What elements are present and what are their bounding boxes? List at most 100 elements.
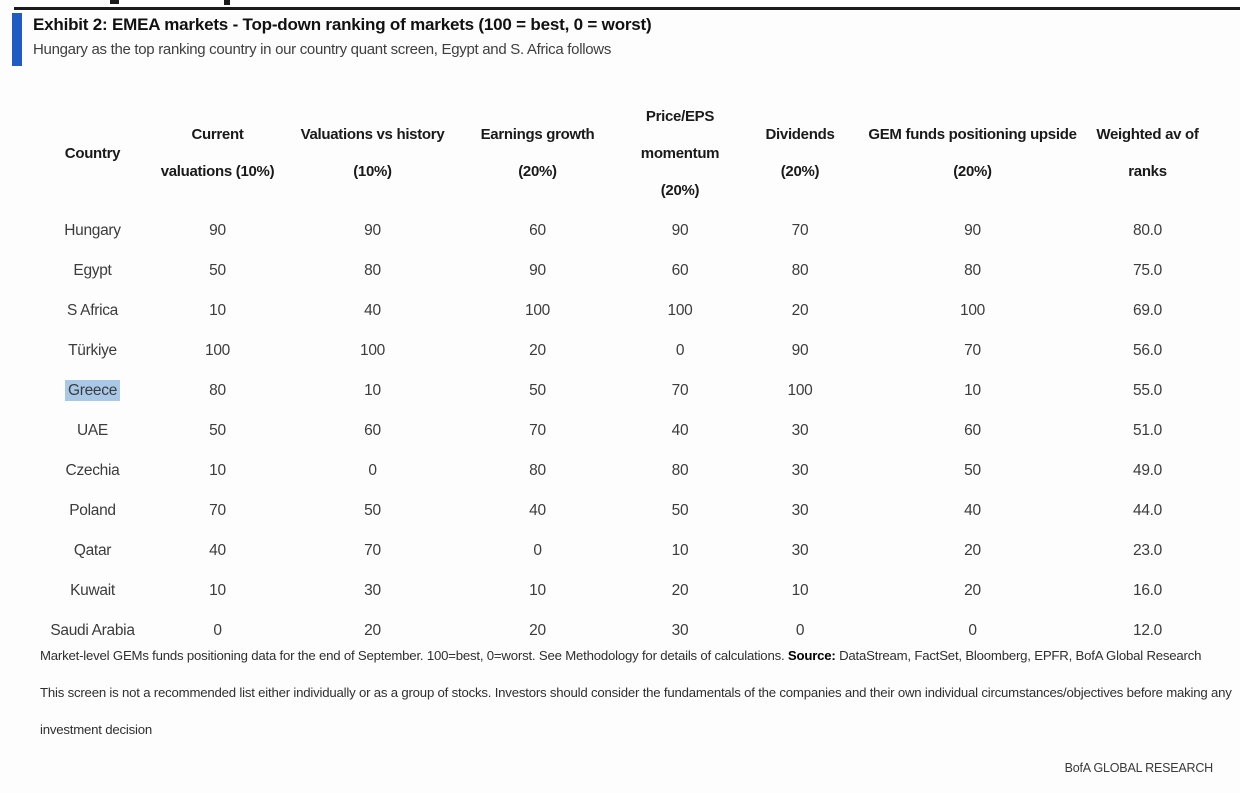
- score-cell: 70: [964, 342, 981, 359]
- column-header-valuations-vs-history: Valuations vs history (10%): [300, 126, 445, 180]
- score-cell: 80: [364, 262, 381, 279]
- country-cell: Qatar: [40, 531, 145, 571]
- score-cell: 50: [529, 382, 546, 399]
- score-cell: 20: [529, 342, 546, 359]
- score-cell: 10: [671, 542, 689, 559]
- score-cell: 50: [209, 422, 226, 439]
- country-cell: Czechia: [40, 451, 145, 491]
- score-cell: 30: [671, 622, 689, 639]
- score-cell: 30: [791, 462, 809, 479]
- score-cell: 50: [364, 502, 381, 519]
- country-label-selected[interactable]: Greece: [64, 380, 121, 401]
- weighted-avg-cell: 75.0: [1133, 262, 1162, 279]
- weighted-avg-cell: 56.0: [1133, 342, 1162, 359]
- score-cell: 80: [529, 462, 546, 479]
- country-label: Kuwait: [70, 582, 115, 599]
- top-divider: [14, 7, 1240, 10]
- country-cell: Egypt: [40, 251, 145, 291]
- brand-footer: BofA GLOBAL RESEARCH: [1064, 761, 1214, 775]
- score-cell: 100: [525, 302, 550, 319]
- score-cell: 60: [671, 262, 689, 279]
- score-cell: 50: [209, 262, 226, 279]
- table-row-kuwait: Kuwait 10 30 10 20 10 20 16.0: [40, 571, 1210, 611]
- score-cell: 50: [964, 462, 981, 479]
- score-cell: 40: [364, 302, 381, 319]
- score-cell: 0: [968, 622, 977, 639]
- score-cell: 70: [209, 502, 226, 519]
- score-cell: 90: [364, 222, 381, 239]
- score-cell: 10: [529, 582, 546, 599]
- column-header-gem-funds-positioning-upside: GEM funds positioning upside (20%): [868, 126, 1077, 180]
- table-row-czechia: Czechia 10 0 80 80 30 50 49.0: [40, 451, 1210, 491]
- column-header-country: Country: [64, 144, 121, 162]
- score-cell: 90: [671, 222, 689, 239]
- table-row-saudi-arabia: Saudi Arabia 0 20 20 30 0 0 12.0: [40, 611, 1210, 651]
- table-row-poland: Poland 70 50 40 50 30 40 44.0: [40, 491, 1210, 531]
- column-header-price-eps-momentum: Price/EPS momentum (20%): [640, 107, 720, 199]
- score-cell: 80: [671, 462, 689, 479]
- column-header-weighted-av-of-ranks: Weighted av of ranks: [1096, 126, 1199, 180]
- weighted-avg-cell: 23.0: [1133, 542, 1162, 559]
- score-cell: 70: [671, 382, 689, 399]
- score-cell: 20: [964, 582, 981, 599]
- score-cell: 90: [964, 222, 981, 239]
- country-label: Saudi Arabia: [50, 622, 135, 639]
- score-cell: 60: [364, 422, 381, 439]
- score-cell: 80: [209, 382, 226, 399]
- country-label: S Africa: [66, 302, 118, 319]
- score-cell: 100: [205, 342, 230, 359]
- score-cell: 50: [671, 502, 689, 519]
- score-cell: 0: [675, 342, 685, 359]
- table-row-t-rkiye: Türkiye 100 100 20 0 90 70 56.0: [40, 331, 1210, 371]
- score-cell: 100: [960, 302, 985, 319]
- clipped-text-remnant: [110, 0, 119, 4]
- country-cell: Greece: [40, 371, 145, 411]
- score-cell: 40: [529, 502, 546, 519]
- country-label: Poland: [69, 502, 116, 519]
- ranking-table: Country Current valuations (10%) Valuations…: [40, 95, 1210, 651]
- score-cell: 10: [209, 302, 226, 319]
- column-header-current-valuations: Current valuations (10%): [160, 126, 275, 180]
- footnote-methodology: Market-level GEMs funds positioning data…: [40, 648, 1220, 664]
- weighted-avg-cell: 51.0: [1133, 422, 1162, 439]
- country-label: Hungary: [64, 222, 121, 239]
- footnotes: Market-level GEMs funds positioning data…: [40, 648, 1232, 759]
- weighted-avg-cell: 44.0: [1133, 502, 1162, 519]
- exhibit-header: Exhibit 2: EMEA markets - Top-down ranki…: [12, 13, 1220, 66]
- footnote-methodology-text: Market-level GEMs funds positioning data…: [40, 648, 788, 663]
- weighted-avg-cell: 80.0: [1133, 222, 1162, 239]
- score-cell: 90: [529, 262, 546, 279]
- score-cell: 0: [213, 622, 222, 639]
- table-header-row: Country Current valuations (10%) Valuations…: [40, 95, 1210, 211]
- score-cell: 30: [791, 502, 809, 519]
- weighted-avg-cell: 16.0: [1133, 582, 1162, 599]
- score-cell: 40: [209, 542, 226, 559]
- score-cell: 10: [791, 582, 809, 599]
- score-cell: 10: [364, 382, 381, 399]
- score-cell: 0: [533, 542, 542, 559]
- score-cell: 40: [671, 422, 689, 439]
- score-cell: 10: [209, 582, 226, 599]
- table-header: Country Current valuations (10%) Valuations…: [40, 95, 1210, 211]
- score-cell: 20: [791, 302, 809, 319]
- country-label: Czechia: [65, 462, 120, 479]
- table-row-greece: Greece 80 10 50 70 100 10 55.0: [40, 371, 1210, 411]
- country-cell: Poland: [40, 491, 145, 531]
- score-cell: 10: [209, 462, 226, 479]
- score-cell: 20: [671, 582, 689, 599]
- footnote-disclaimer-line1: This screen is not a recommended list ei…: [40, 685, 1232, 700]
- country-cell: Saudi Arabia: [40, 611, 145, 651]
- source-label: Source:: [787, 648, 836, 663]
- country-cell: Hungary: [40, 211, 145, 251]
- table-row-qatar: Qatar 40 70 0 10 30 20 23.0: [40, 531, 1210, 571]
- table-row-egypt: Egypt 50 80 90 60 80 80 75.0: [40, 251, 1210, 291]
- score-cell: 30: [364, 582, 381, 599]
- score-cell: 10: [964, 382, 981, 399]
- score-cell: 80: [791, 262, 809, 279]
- score-cell: 60: [529, 222, 546, 239]
- weighted-avg-cell: 12.0: [1133, 622, 1162, 639]
- source-list: DataStream, FactSet, Bloomberg, EPFR, Bo…: [835, 648, 1202, 663]
- table-row-s-africa: S Africa 10 40 100 100 20 100 69.0: [40, 291, 1210, 331]
- country-cell: Kuwait: [40, 571, 145, 611]
- score-cell: 20: [364, 622, 381, 639]
